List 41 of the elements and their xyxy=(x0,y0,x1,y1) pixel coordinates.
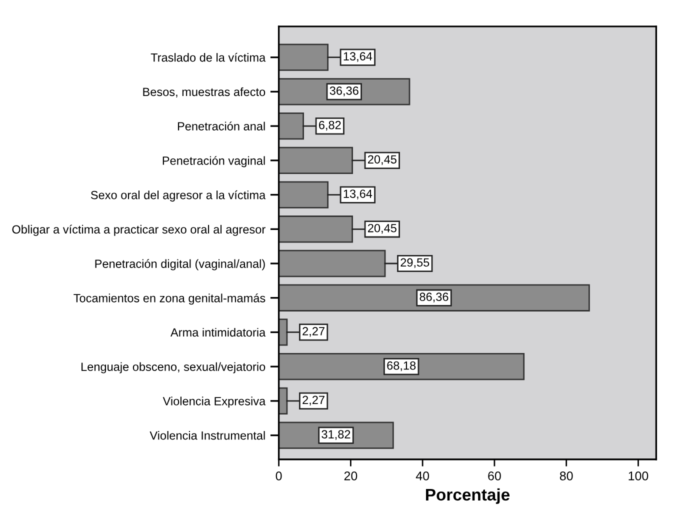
bar xyxy=(278,146,353,174)
data-label: 20,45 xyxy=(368,224,396,234)
data-label: 20,45 xyxy=(368,155,396,165)
y-tick-label: Arma intimidatoria xyxy=(170,328,266,337)
data-label: 31,82 xyxy=(322,430,350,440)
bar xyxy=(278,353,525,380)
bar xyxy=(278,181,329,208)
data-label: 13,64 xyxy=(344,190,372,200)
data-label: 2,27 xyxy=(302,327,324,337)
y-tick-label: Penetración vaginal xyxy=(162,156,265,168)
bar xyxy=(278,112,304,140)
x-tick-label: 80 xyxy=(560,471,573,480)
y-tick-label: Besos, muestras afecto xyxy=(143,87,266,98)
data-label: 36,36 xyxy=(330,86,358,96)
data-label: 29,55 xyxy=(400,258,430,268)
x-tick-label: 0 xyxy=(276,471,282,480)
data-label: 68,18 xyxy=(387,361,416,372)
bar xyxy=(278,44,329,71)
x-tick-label: 20 xyxy=(344,471,358,480)
data-label: 2,27 xyxy=(302,396,324,406)
y-tick-label: Traslado de la víctima xyxy=(150,52,266,62)
y-tick-label: Violencia Instrumental xyxy=(150,431,265,440)
x-tick-label: 100 xyxy=(628,471,648,480)
x-axis-title: Porcentaje xyxy=(426,488,510,504)
x-tick-label: 60 xyxy=(488,471,501,480)
data-label: 86,36 xyxy=(420,292,448,302)
bar xyxy=(278,284,590,312)
data-label: 6,82 xyxy=(319,120,341,131)
data-label: 13,64 xyxy=(344,52,372,62)
x-tick-label: 40 xyxy=(416,471,430,480)
y-tick-label: Penetración anal xyxy=(178,122,265,130)
y-tick-label: Tocamientos en zona genital-mamás xyxy=(74,294,266,305)
bar xyxy=(278,216,353,243)
y-tick-label: Violencia Expresiva xyxy=(162,396,266,408)
y-tick-label: Penetración digital (vaginal/anal) xyxy=(95,259,265,270)
bar xyxy=(278,250,386,278)
bar xyxy=(278,387,288,415)
bar xyxy=(278,318,288,346)
y-tick-label: Obligar a víctima a practicar sexo oral al agresor xyxy=(12,224,266,236)
y-tick-label: Lenguaje obsceno, sexual/vejatorio xyxy=(82,362,266,374)
y-tick-label: Sexo oral del agresor a la víctima xyxy=(90,190,266,202)
